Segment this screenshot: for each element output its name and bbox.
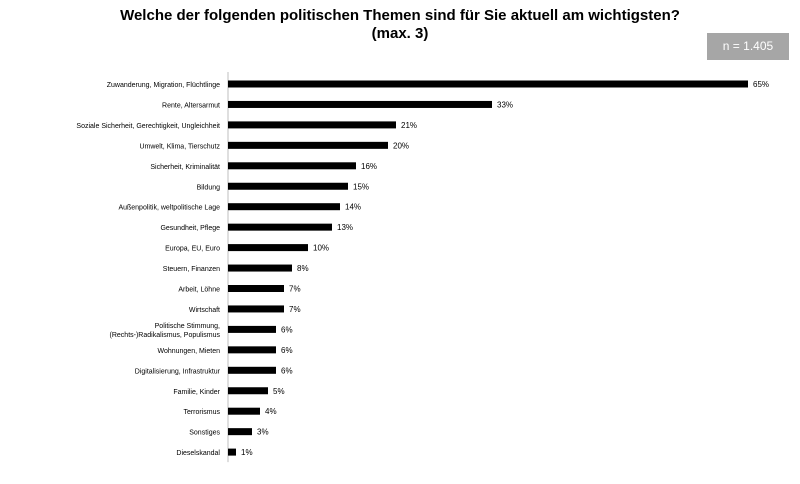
- data-label: 4%: [265, 407, 277, 416]
- category-label: Familie, Kinder: [173, 389, 220, 396]
- category-label: Soziale Sicherheit, Gerechtigkeit, Ungle…: [76, 123, 220, 130]
- category-label: Steuern, Finanzen: [163, 266, 220, 273]
- category-label: Umwelt, Klima, Tierschutz: [139, 143, 220, 150]
- bar: [228, 428, 252, 436]
- bar: [228, 100, 492, 108]
- category-label: Rente, Altersarmut: [162, 102, 220, 109]
- data-label: 21%: [401, 121, 417, 130]
- bar: [228, 121, 396, 129]
- data-label: 10%: [313, 244, 329, 253]
- category-label: Terrorismus: [183, 409, 220, 416]
- data-label: 6%: [281, 366, 293, 375]
- data-label: 14%: [345, 203, 361, 212]
- bar: [228, 80, 748, 88]
- data-label: 6%: [281, 346, 293, 355]
- bar: [228, 346, 276, 354]
- category-label: (Rechts-)Radikalismus, Populismus: [110, 332, 221, 339]
- category-label: Zuwanderung, Migration, Flüchtlinge: [107, 82, 220, 89]
- bar: [228, 305, 284, 313]
- category-label: Digitalisierung, Infrastruktur: [135, 368, 221, 375]
- bar: [228, 285, 284, 292]
- data-label: 13%: [337, 223, 353, 232]
- chart-title: Welche der folgenden politischen Themen …: [120, 7, 680, 24]
- bar: [228, 325, 276, 333]
- data-label: 7%: [289, 285, 301, 294]
- bar: [228, 141, 388, 149]
- category-label: Politische Stimmung,: [155, 323, 220, 330]
- category-label: Gesundheit, Pflege: [160, 225, 220, 232]
- category-label: Wohnungen, Mieten: [157, 348, 220, 355]
- data-label: 5%: [273, 387, 285, 396]
- category-label: Wirtschaft: [189, 307, 220, 314]
- category-label: Bildung: [197, 184, 220, 191]
- category-label: Dieselskandal: [176, 450, 220, 457]
- data-label: 33%: [497, 100, 513, 109]
- data-label: 15%: [353, 182, 369, 191]
- sample-size-badge: n = 1.405: [707, 33, 789, 60]
- bar: [228, 387, 268, 395]
- bar: [228, 366, 276, 374]
- category-label: Europa, EU, Euro: [165, 246, 220, 253]
- category-label: Außenpolitik, weltpolitische Lage: [118, 205, 220, 212]
- bar: [228, 448, 236, 456]
- data-label: 20%: [393, 141, 409, 150]
- data-label: 6%: [281, 325, 293, 334]
- category-label: Sicherheit, Kriminalität: [150, 164, 220, 171]
- category-label: Arbeit, Löhne: [178, 287, 220, 294]
- data-label: 16%: [361, 162, 377, 171]
- bar: [228, 182, 348, 190]
- data-label: 1%: [241, 448, 253, 457]
- data-label: 7%: [289, 305, 301, 314]
- bar: [228, 162, 356, 170]
- category-label: Sonstiges: [189, 430, 220, 437]
- data-label: 3%: [257, 428, 269, 437]
- bar: [228, 244, 308, 252]
- bar: [228, 203, 340, 211]
- bar: [228, 223, 332, 231]
- chart-subtitle: (max. 3): [371, 25, 429, 42]
- data-label: 65%: [753, 80, 769, 89]
- data-label: 8%: [297, 264, 309, 273]
- bar: [228, 264, 292, 272]
- bar: [228, 407, 260, 415]
